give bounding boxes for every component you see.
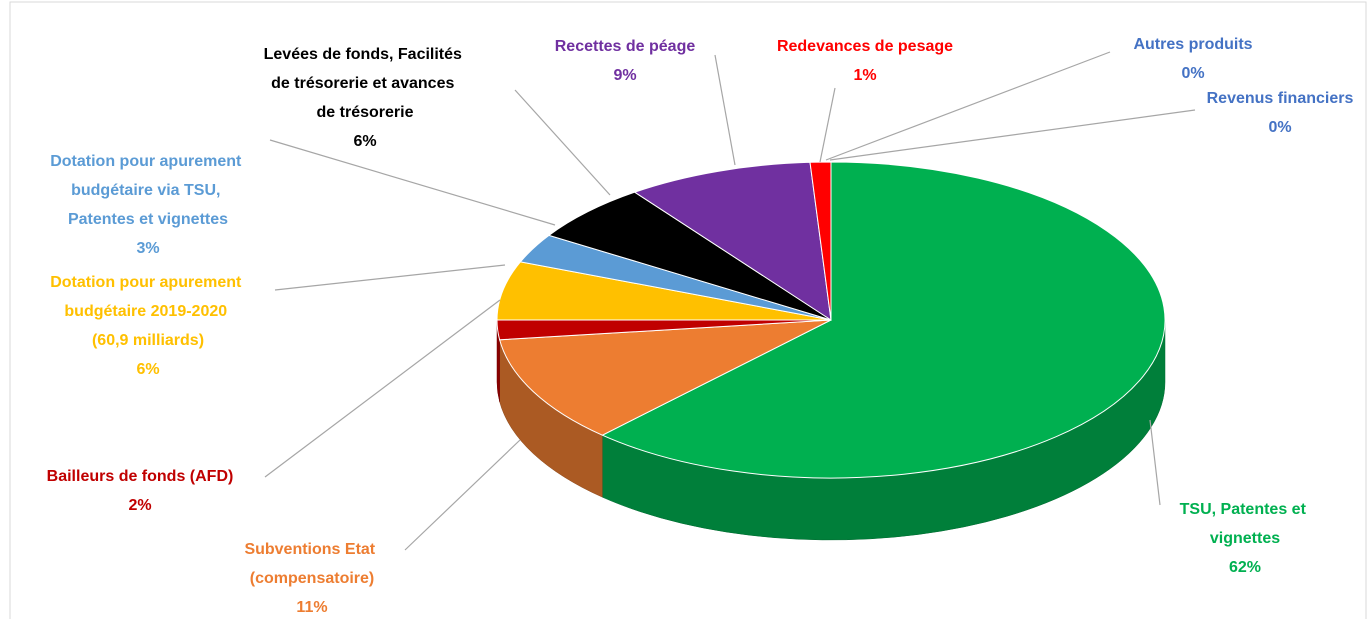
- category-label: Redevances de pesage: [777, 38, 953, 55]
- leader-line: [819, 87, 836, 163]
- slice: [547, 191, 832, 321]
- data-label: 6%: [136, 361, 159, 378]
- leader-line: [274, 264, 506, 291]
- category-label: Recettes de péage: [555, 38, 696, 55]
- data-label: 9%: [613, 67, 636, 84]
- leader-line: [714, 54, 736, 166]
- data-label: 0%: [1181, 65, 1204, 82]
- category-label: Bailleurs de fonds (AFD): [47, 468, 234, 485]
- slice: [601, 161, 1166, 479]
- pie-sides: [496, 319, 1166, 541]
- leader-line: [825, 51, 1111, 161]
- slice: [633, 161, 832, 322]
- pie-tops: [496, 161, 1166, 479]
- leader-line: [1149, 419, 1161, 506]
- category-label: Subventions Etat (compensatoire): [244, 541, 379, 587]
- category-label: TSU, Patentes et vignettes: [1180, 501, 1311, 547]
- category-label: Dotation pour apurement budgétaire via T…: [50, 153, 246, 228]
- leader-line: [829, 109, 1196, 161]
- data-label: 1%: [853, 67, 876, 84]
- leader-line: [264, 299, 501, 478]
- category-label: Levées de fonds, Facilités de trésorerie…: [264, 46, 467, 121]
- leader-line: [514, 89, 611, 196]
- slice: [496, 261, 832, 321]
- chart-frame: [9, 1, 1367, 619]
- category-label: Autres produits: [1133, 36, 1252, 53]
- leader-line: [404, 439, 521, 551]
- category-label: Revenus financiers: [1207, 90, 1354, 107]
- leader-line: [269, 139, 556, 226]
- data-label: 6%: [353, 133, 376, 150]
- slice: [498, 319, 832, 436]
- category-label: Dotation pour apurement budgétaire 2019-…: [50, 274, 246, 349]
- data-label: 0%: [1268, 119, 1291, 136]
- data-label: 62%: [1229, 559, 1261, 576]
- data-label: 11%: [296, 599, 327, 616]
- data-label: 3%: [136, 240, 159, 257]
- data-label: 2%: [128, 497, 151, 514]
